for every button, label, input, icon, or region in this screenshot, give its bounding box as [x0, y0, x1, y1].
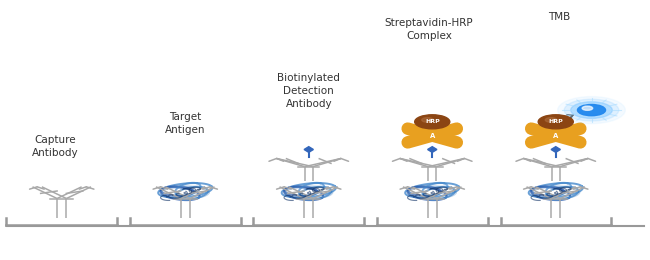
Circle shape: [564, 99, 619, 121]
Text: Target
Antigen: Target Antigen: [165, 112, 205, 135]
Polygon shape: [428, 147, 437, 152]
Circle shape: [538, 115, 573, 129]
Circle shape: [415, 115, 450, 129]
Polygon shape: [551, 147, 560, 152]
Circle shape: [571, 102, 612, 118]
Text: A: A: [430, 133, 435, 139]
Text: TMB: TMB: [548, 12, 570, 22]
Text: Streptavidin-HRP
Complex: Streptavidin-HRP Complex: [385, 18, 473, 41]
Polygon shape: [304, 147, 313, 152]
Circle shape: [582, 106, 593, 110]
Text: HRP: HRP: [425, 119, 439, 124]
Circle shape: [558, 96, 625, 123]
Circle shape: [545, 118, 557, 122]
Circle shape: [577, 105, 606, 116]
Text: Capture
Antibody: Capture Antibody: [32, 135, 79, 158]
Text: HRP: HRP: [549, 119, 563, 124]
Circle shape: [422, 118, 434, 122]
Text: A: A: [553, 133, 558, 139]
Text: Biotinylated
Detection
Antibody: Biotinylated Detection Antibody: [278, 73, 340, 109]
